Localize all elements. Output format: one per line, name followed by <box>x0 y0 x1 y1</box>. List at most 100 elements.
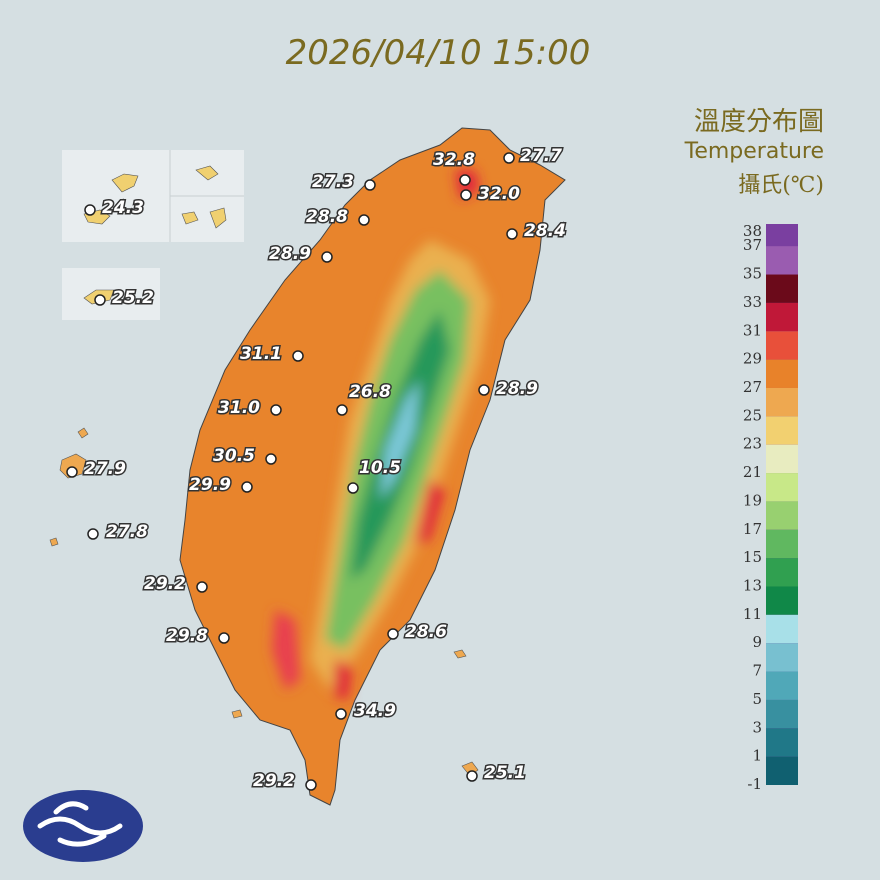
colorbar-tick-label: 19 <box>743 491 762 509</box>
station-dot <box>292 350 304 362</box>
colorbar-bin <box>766 302 798 332</box>
station-label: 28.9 <box>496 379 538 399</box>
station-dot <box>84 204 96 216</box>
colorbar-bin <box>766 614 798 644</box>
station-label: 32.8 <box>433 150 475 170</box>
station-label: 27.9 <box>84 459 126 479</box>
legend-subtitle: Temperature <box>684 139 824 164</box>
station-label: 26.8 <box>349 382 391 402</box>
colorbar-bin <box>766 671 798 700</box>
station-dot <box>265 453 277 465</box>
station-label: 28.8 <box>306 207 348 227</box>
station-dot <box>305 779 317 791</box>
station-label: 28.6 <box>405 622 447 642</box>
station-label: 32.0 <box>478 184 520 204</box>
colorbar-bin <box>766 232 798 247</box>
legend-unit: 攝氏(℃) <box>738 173 824 198</box>
colorbar-bin <box>766 359 798 388</box>
station-dot <box>321 251 333 263</box>
colorbar-bin <box>766 699 798 729</box>
colorbar-tick-label: 21 <box>743 463 762 481</box>
station-label: 25.1 <box>484 763 526 783</box>
station-label: 31.1 <box>240 344 282 364</box>
colorbar-tick-label: 23 <box>743 435 762 453</box>
station-label: 29.2 <box>253 771 295 791</box>
station-label: 29.9 <box>189 475 231 495</box>
station-label: 27.8 <box>106 522 148 542</box>
logo-wave <box>37 801 123 847</box>
colorbar-tick-label: 15 <box>743 548 762 566</box>
station-label: 27.3 <box>312 172 354 192</box>
station-dot <box>478 384 490 396</box>
colorbar-bin <box>766 444 798 474</box>
station-dot <box>466 770 478 782</box>
colorbar-tick-label: 17 <box>743 520 762 538</box>
station-label: 10.5 <box>359 458 401 478</box>
colorbar-tick-label: 11 <box>743 605 762 623</box>
colorbar-tick-label: 1 <box>752 747 762 765</box>
colorbar-tick-label: 9 <box>752 633 762 651</box>
island <box>49 427 479 777</box>
station-dot <box>506 228 518 240</box>
colorbar-tick-label: 3 <box>752 718 762 736</box>
colorbar-bin <box>766 756 798 785</box>
colorbar-bin <box>766 529 798 559</box>
colorbar-bin <box>766 643 798 672</box>
colorbar-tick-label: -1 <box>747 775 762 793</box>
station-label: 25.2 <box>112 288 154 308</box>
station-dot <box>270 404 282 416</box>
station-dot <box>218 632 230 644</box>
station-dot <box>358 214 370 226</box>
colorbar-tick-label: 37 <box>743 236 762 254</box>
colorbar-bin <box>766 246 798 275</box>
colorbar-tick-label: 27 <box>743 378 762 396</box>
station-dot <box>503 152 515 164</box>
station-dot <box>459 174 471 186</box>
station-label: 24.3 <box>102 198 144 218</box>
colorbar-tick-label: 33 <box>743 293 762 311</box>
colorbar-bin <box>766 274 798 303</box>
colorbar-tick-label: 35 <box>743 265 762 283</box>
station-label: 30.5 <box>213 446 255 466</box>
stations: 27.3 28.8 28.9 32.8 27.732.028.4 31.1 26.8 28.9… <box>66 145 567 793</box>
station-dot <box>336 404 348 416</box>
station-dot <box>241 481 253 493</box>
station-dot <box>87 528 99 540</box>
station-label: 34.9 <box>354 701 396 721</box>
station-dot <box>66 466 78 478</box>
timestamp: 2026/04/10 15:00 <box>286 33 591 73</box>
station-dot <box>335 708 347 720</box>
station-dot <box>347 482 359 494</box>
colorbar-tick-label: 38 <box>743 222 762 240</box>
colorbar-tick-label: 13 <box>743 576 762 594</box>
colorbar-bin <box>766 586 798 615</box>
station-dot <box>196 581 208 593</box>
colorbar-bin <box>766 558 798 587</box>
station-label: 29.8 <box>166 626 208 646</box>
colorbar-tick-label: 5 <box>752 690 762 708</box>
colorbar-bin <box>766 387 798 417</box>
colorbar-tick-label: 25 <box>743 406 762 424</box>
station-label: 28.9 <box>269 244 311 264</box>
colorbar-bin <box>766 416 798 445</box>
colorbar-tick-label: 31 <box>743 321 762 339</box>
station-label: 27.7 <box>520 146 562 166</box>
colorbar-bin <box>766 501 798 530</box>
station-dot <box>460 189 472 201</box>
logo <box>23 790 143 862</box>
colorbar-tick-label: 7 <box>752 662 762 680</box>
station-dot <box>94 294 106 306</box>
station-label: 29.2 <box>144 574 186 594</box>
colorbar-bin <box>766 473 798 502</box>
colorbar-tick-label: 29 <box>743 350 762 368</box>
colorbar-bin <box>766 728 798 757</box>
station-label: 31.0 <box>218 398 260 418</box>
island <box>83 165 227 229</box>
colorbar-bin <box>766 331 798 360</box>
legend-title: 溫度分布圖 <box>694 107 824 137</box>
station-label: 28.4 <box>524 221 566 241</box>
station-dot <box>364 179 376 191</box>
station-dot <box>387 628 399 640</box>
